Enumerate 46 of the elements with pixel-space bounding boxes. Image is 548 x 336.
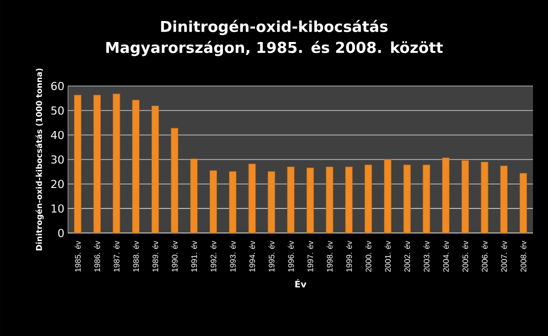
bar [306,168,314,233]
x-tick-label: 1999. év [346,240,352,272]
x-tick-label: 1993. év [230,240,236,272]
bar [151,106,159,233]
bar [287,166,295,233]
x-tick-label: 1991. év [190,240,197,272]
x-tick-label: 1988. év [132,240,139,272]
y-tick-label: 60 [51,82,64,90]
x-tick-label: 2001. év [384,240,391,272]
x-tick-label: 2004. év [442,240,449,272]
x-tick-label: 2003. év [423,240,430,272]
x-tick-label: 2005. év [462,240,468,272]
bar [520,173,528,233]
x-tick-label: 1994. év [249,240,256,272]
x-tick-label: 2007. év [500,240,507,272]
x-tick-label: 2002. év [404,240,410,272]
y-tick-label: 20 [51,180,64,188]
x-tick-label: 1985. év [74,240,81,272]
x-tick-label: 1995. év [268,240,274,272]
bar [132,100,140,233]
bar [210,170,218,233]
x-tick-label: 1997. év [307,240,314,272]
x-tick-label: 2006. év [482,240,488,272]
x-tick-label: 1987. év [113,240,120,272]
x-tick-label: 1996. év [288,240,294,272]
bar [384,160,392,233]
y-tick-label: 10 [52,204,64,213]
bar [461,160,469,233]
x-tick-label: 1998. év [326,240,333,272]
x-tick-label: 1992. év [210,240,216,272]
x-tick-label: 2000. év [365,240,372,272]
x-tick-label: 1986. év [94,240,100,272]
x-tick-label: 1990. év [172,240,178,272]
y-tick-label: 50 [51,106,64,115]
y-tick-label: 40 [51,130,64,140]
x-axis-title: Év [295,279,306,288]
x-tick-label: 2008. év [520,240,526,272]
bar [228,171,236,233]
y-tick-label: 0 [58,228,64,238]
bar [364,164,372,233]
y-tick-label: 30 [51,155,64,164]
y-axis-title: Dinitrogén-oxid-kibocsátás (1000 tonna) [35,68,44,250]
bar [442,158,450,233]
chart-title: Dinitrogén-oxid-kibocsátás Magyarországon, 1985. és 2008. között [106,20,443,56]
x-tick-label: 1989. év [152,240,158,272]
bar [74,94,82,233]
